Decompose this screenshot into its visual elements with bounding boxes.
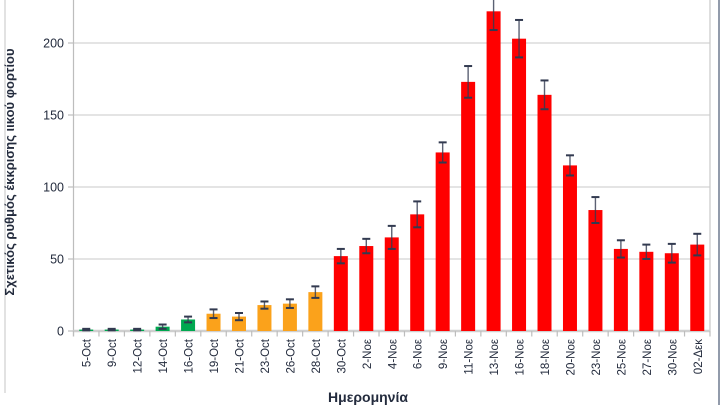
y-tick-label: 50 <box>50 253 64 267</box>
x-tick-label: 28-Oct <box>311 338 323 373</box>
bar <box>613 248 628 331</box>
bar <box>588 210 603 331</box>
bar <box>562 165 577 331</box>
x-tick-label: 16-Νοε <box>515 339 527 375</box>
x-tick-label: 11-Νοε <box>464 339 476 375</box>
x-tick-label: 02-Δεκ <box>693 339 705 374</box>
chart-frame <box>4 0 720 405</box>
x-axis-title: Ημερομηνία <box>328 389 408 405</box>
y-tick-label: 150 <box>43 109 64 123</box>
bar-series <box>79 11 705 332</box>
bar <box>690 244 705 331</box>
y-tick-labels: 0 50 100 150 200 <box>43 37 64 339</box>
bar <box>512 38 527 332</box>
bar <box>664 253 679 331</box>
y-axis-title: Σχετικός ρυθμός έκκρισης ιικού φορτίου <box>2 48 17 296</box>
x-tick-label: 27-Νοε <box>642 339 654 375</box>
x-tick-label: 16-Oct <box>184 338 196 373</box>
y-tick-label: 200 <box>43 37 64 51</box>
bar <box>486 11 501 331</box>
x-tick-label: 2-Νοε <box>362 339 374 369</box>
bar <box>435 152 450 331</box>
x-tick-label: 20-Νοε <box>565 339 577 375</box>
x-tick-label: 4-Νοε <box>387 339 399 369</box>
bar <box>537 94 552 331</box>
bar <box>333 256 348 331</box>
y-tick-label: 100 <box>43 181 64 195</box>
x-tick-label: 19-Oct <box>209 338 221 373</box>
x-tick-label: 13-Νοε <box>489 339 501 375</box>
y-tick-label: 0 <box>57 325 64 339</box>
x-tick-label: 9-Oct <box>107 338 119 367</box>
x-tick-label: 9-Νοε <box>438 339 450 369</box>
bar <box>410 214 425 331</box>
x-tick-label: 18-Νοε <box>540 339 552 375</box>
bar <box>461 81 476 331</box>
x-tick-label: 30-Oct <box>336 338 348 373</box>
x-tick-label: 14-Oct <box>158 338 170 373</box>
error-bars <box>82 0 702 332</box>
bar <box>181 319 196 331</box>
x-tick-label: 23-Νοε <box>591 339 603 375</box>
x-tick-label: 21-Oct <box>234 338 246 373</box>
bar <box>257 305 272 331</box>
bar <box>359 246 374 331</box>
bar <box>308 292 323 331</box>
x-tick-label: 25-Νοε <box>616 339 628 375</box>
x-tick-label: 12-Oct <box>133 338 145 373</box>
x-tick-label: 6-Νοε <box>413 339 425 369</box>
x-tick-label: 26-Oct <box>285 338 297 373</box>
x-tick-labels: 5-Oct 9-Oct 12-Oct 14-Oct 16-Oct 19-Oct 21-Oct… <box>82 338 705 375</box>
x-tick-label: 23-Oct <box>260 338 272 373</box>
bar <box>384 237 399 331</box>
x-tick-label: 30-Νοε <box>667 339 679 375</box>
bar <box>639 251 654 331</box>
bar <box>282 303 297 331</box>
x-tick-label: 5-Oct <box>82 338 94 367</box>
